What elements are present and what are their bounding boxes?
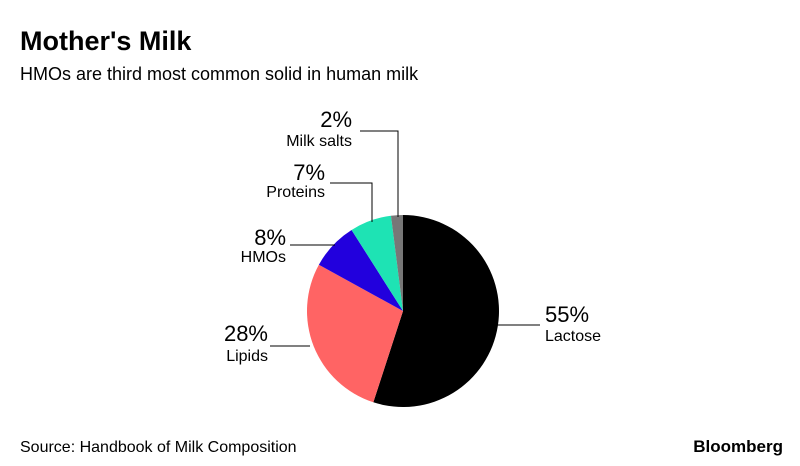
category-label: HMOs <box>241 249 286 266</box>
category-label: Milk salts <box>286 133 352 150</box>
value-label: 7% <box>293 160 325 185</box>
pie-slice <box>351 215 403 311</box>
source: Source: Handbook of Milk Composition <box>20 439 297 456</box>
leader-line <box>360 130 399 217</box>
value-label: 55% <box>545 302 589 327</box>
category-label: Lipids <box>226 348 268 365</box>
chart-title: Mother's Milk <box>20 26 192 56</box>
value-label: 28% <box>224 321 268 346</box>
category-label: Lactose <box>545 328 601 345</box>
brand: Bloomberg <box>693 437 783 456</box>
pie-slice <box>390 215 403 311</box>
value-label: 8% <box>254 225 286 250</box>
leader-line <box>330 182 373 222</box>
pie-slice <box>318 229 403 311</box>
value-label: 2% <box>320 107 352 132</box>
pie-slice <box>307 264 403 403</box>
pie-slice <box>373 215 499 408</box>
category-label: Proteins <box>266 184 325 201</box>
chart-subtitle: HMOs are third most common solid in huma… <box>20 64 419 84</box>
